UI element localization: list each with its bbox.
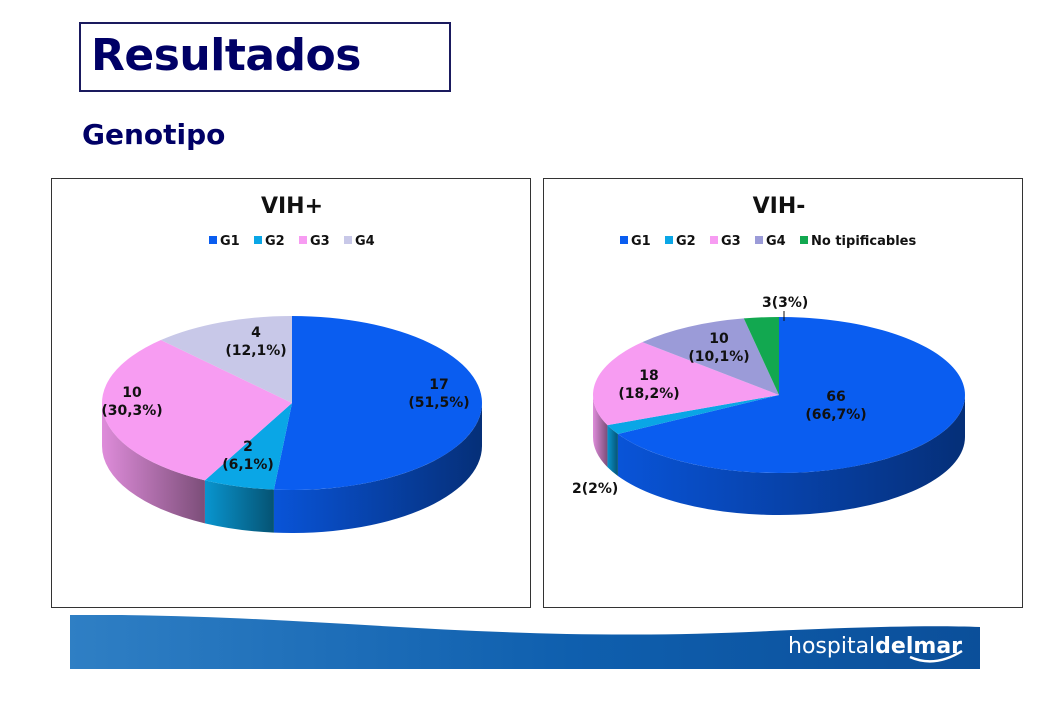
- legend-item-g2: G2: [665, 234, 696, 249]
- legend-label-g3: G3: [310, 234, 330, 249]
- chart-panel-vih-pos: VIH+ G1 G2 G3 G4 17 (51,5%) 2 (6,1%) 10 (30,3%) 4 (1…: [51, 178, 531, 608]
- legend-label-g4: G4: [766, 234, 786, 249]
- pie-side-g2: [607, 425, 618, 476]
- legend-item-g4: G4: [755, 234, 786, 249]
- svg-text:10: 10: [709, 331, 729, 347]
- svg-text:(51,5%): (51,5%): [408, 395, 469, 411]
- svg-text:(10,1%): (10,1%): [688, 349, 749, 365]
- legend-label-g2: G2: [265, 234, 285, 249]
- chart-title: VIH+: [261, 194, 323, 219]
- legend-label-g2: G2: [676, 234, 696, 249]
- data-label-g3: 10 (30,3%): [101, 385, 162, 419]
- svg-text:2: 2: [243, 439, 253, 455]
- legend-label-no-tipificables: No tipificables: [811, 234, 916, 249]
- data-label-g4: 4 (12,1%): [225, 325, 286, 359]
- pie-side-g1: [273, 403, 482, 533]
- legend-item-g2: G2: [254, 234, 285, 249]
- svg-text:(30,3%): (30,3%): [101, 403, 162, 419]
- legend-swatch-g4: [344, 236, 352, 244]
- pie-slice-g2: [607, 395, 779, 434]
- svg-text:10: 10: [122, 385, 142, 401]
- legend-swatch-g2: [665, 236, 673, 244]
- legend-item-g1: G1: [620, 234, 651, 249]
- legend-label-g1: G1: [631, 234, 651, 249]
- data-label-g1: 66 (66,7%): [805, 389, 866, 423]
- svg-text:(66,7%): (66,7%): [805, 407, 866, 423]
- data-label-g3: 18 (18,2%): [618, 368, 679, 402]
- title-box: Resultados: [79, 22, 451, 92]
- pie-slice-no-tipificables: [743, 317, 779, 395]
- pie-slice-g1: [617, 317, 965, 473]
- svg-text:66: 66: [826, 389, 845, 405]
- slide-subtitle: Genotipo: [82, 118, 226, 151]
- pie-slice-g3: [102, 340, 292, 481]
- legend-item-g1: G1: [209, 234, 240, 249]
- legend-label-g3: G3: [721, 234, 741, 249]
- pie-side-g3: [102, 403, 205, 524]
- data-label-g2: 2(2%): [572, 481, 618, 497]
- pie-side-g3: [593, 395, 608, 468]
- legend-item-g4: G4: [344, 234, 375, 249]
- pie-slice-g4: [160, 316, 292, 403]
- svg-text:18: 18: [639, 368, 658, 384]
- logo-wave-mark: [909, 649, 963, 663]
- svg-text:(18,2%): (18,2%): [618, 386, 679, 402]
- svg-text:(6,1%): (6,1%): [222, 457, 274, 473]
- data-label-g2: 2 (6,1%): [222, 439, 274, 473]
- legend-item-g3: G3: [299, 234, 330, 249]
- legend-item-no-tipificables: No tipificables: [800, 234, 916, 249]
- legend-swatch-g3: [710, 236, 718, 244]
- pie-slice-g3: [593, 342, 779, 426]
- svg-text:(12,1%): (12,1%): [225, 343, 286, 359]
- footer-wave: [70, 615, 980, 669]
- chart-panel-vih-neg: VIH- G1 G2 G3 G4 No tipificables 66 (66,7%) 2(2%…: [543, 178, 1023, 608]
- slide-title: Resultados: [91, 30, 361, 81]
- logo-text: hospitaldelmar: [788, 634, 962, 659]
- legend-swatch-no-tipificables: [800, 236, 808, 244]
- pie-slice-g4: [642, 318, 779, 395]
- data-label-no-tipificables: 3(3%): [762, 295, 808, 321]
- legend-swatch-g2: [254, 236, 262, 244]
- pie-chart-vih-neg: VIH- G1 G2 G3 G4 No tipificables 66 (66,7%) 2(2%…: [572, 194, 965, 515]
- data-label-g1: 17 (51,5%): [408, 377, 469, 411]
- data-label-g4: 10 (10,1%): [688, 331, 749, 365]
- footer-band: hospitaldelmar: [70, 615, 980, 669]
- legend-label-g1: G1: [220, 234, 240, 249]
- legend-label-g4: G4: [355, 234, 375, 249]
- pie-chart-vih-pos: VIH+ G1 G2 G3 G4 17 (51,5%) 2 (6,1%) 10 (30,3%) 4 (1…: [101, 194, 483, 533]
- pie-side-g2: [204, 480, 274, 533]
- legend-swatch-g1: [209, 236, 217, 244]
- pie-slice-g2: [204, 403, 292, 490]
- pie-slice-g1: [273, 316, 483, 491]
- svg-text:3(3%): 3(3%): [762, 295, 808, 311]
- pie-side-g1: [617, 395, 965, 515]
- chart-title: VIH-: [753, 194, 806, 219]
- legend-swatch-g4: [755, 236, 763, 244]
- svg-text:4: 4: [251, 325, 261, 341]
- svg-text:17: 17: [429, 377, 448, 393]
- legend-swatch-g3: [299, 236, 307, 244]
- legend-swatch-g1: [620, 236, 628, 244]
- svg-text:2(2%): 2(2%): [572, 481, 618, 497]
- legend-item-g3: G3: [710, 234, 741, 249]
